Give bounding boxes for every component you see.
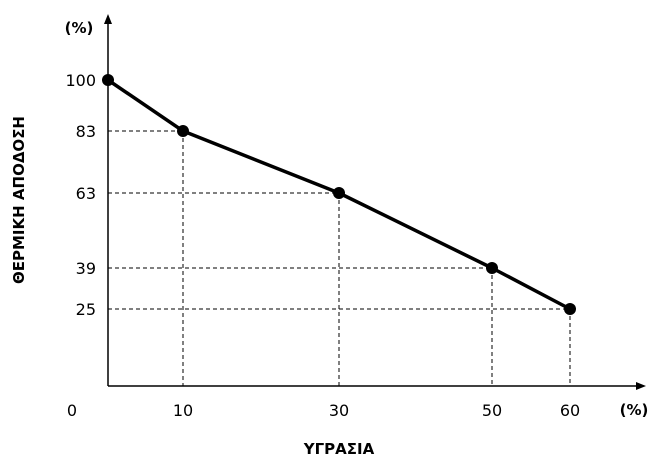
data-point <box>333 187 345 199</box>
y-axis-title: ΘΕΡΜΙΚΗ ΑΠΟΔΟΣΗ <box>10 116 28 284</box>
y-tick-label: 100 <box>65 71 96 90</box>
x-tick-labels: 0 10 30 50 60 <box>67 401 580 420</box>
data-point <box>177 125 189 137</box>
data-point <box>564 303 576 315</box>
y-tick-label: 39 <box>76 259 96 278</box>
y-tick-label: 83 <box>76 122 96 141</box>
axes <box>104 14 646 390</box>
x-tick-label: 30 <box>329 401 349 420</box>
y-unit-label: (%) <box>65 19 94 37</box>
y-tick-label: 25 <box>76 300 96 319</box>
y-tick-label: 63 <box>76 184 96 203</box>
x-tick-label: 10 <box>173 401 193 420</box>
x-tick-label: 60 <box>560 401 580 420</box>
guide-lines <box>108 130 571 386</box>
data-point <box>486 262 498 274</box>
data-points <box>102 74 576 315</box>
y-axis-arrow <box>104 14 112 24</box>
x-unit-label: (%) <box>620 401 649 419</box>
x-tick-label: 0 <box>67 401 77 420</box>
data-point <box>102 74 114 86</box>
x-tick-label: 50 <box>482 401 502 420</box>
x-axis-title: ΥΓΡΑΣΙΑ <box>303 440 375 458</box>
y-tick-labels: 100 83 63 39 25 <box>65 71 96 319</box>
x-axis-arrow <box>636 382 646 390</box>
